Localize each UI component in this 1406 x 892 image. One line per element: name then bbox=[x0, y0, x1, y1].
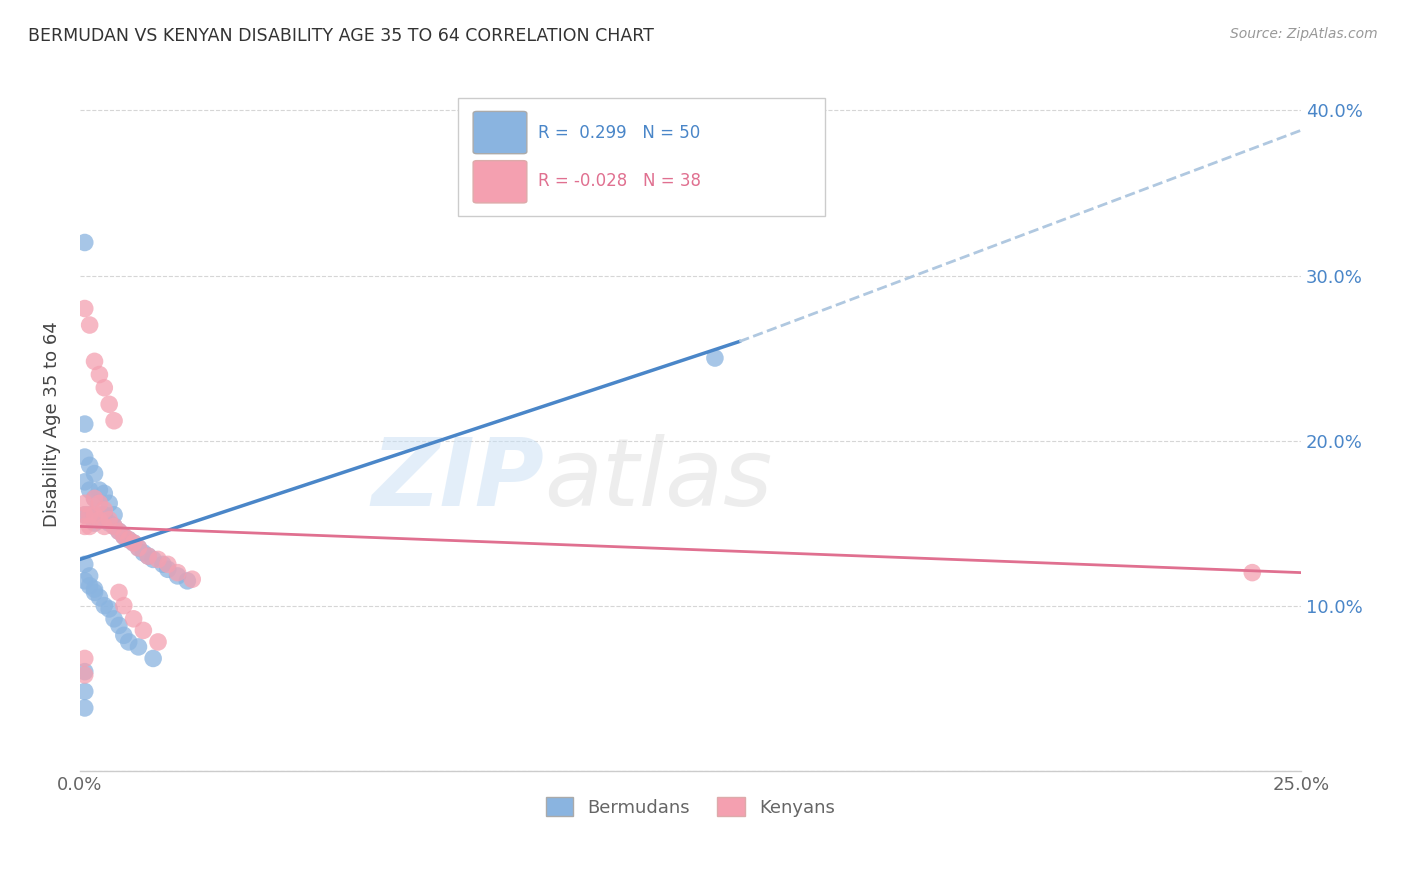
Point bbox=[1241, 566, 1264, 580]
Point bbox=[89, 591, 111, 605]
Point bbox=[93, 381, 115, 395]
Point bbox=[103, 519, 125, 533]
Point bbox=[181, 572, 204, 586]
Point bbox=[73, 519, 96, 533]
Point bbox=[79, 483, 101, 497]
Point bbox=[146, 635, 169, 649]
Point bbox=[122, 612, 145, 626]
Point bbox=[73, 450, 96, 464]
Point bbox=[128, 541, 150, 555]
Text: ZIP: ZIP bbox=[371, 434, 544, 525]
Point bbox=[122, 536, 145, 550]
Point bbox=[136, 549, 159, 563]
Point bbox=[93, 486, 115, 500]
Point bbox=[103, 519, 125, 533]
Point bbox=[166, 569, 188, 583]
Point bbox=[98, 496, 121, 510]
Point bbox=[73, 508, 96, 522]
Point bbox=[128, 640, 150, 654]
Point bbox=[73, 684, 96, 698]
Point bbox=[132, 546, 155, 560]
Point bbox=[79, 318, 101, 332]
Point bbox=[73, 496, 96, 510]
Point bbox=[79, 569, 101, 583]
Point bbox=[156, 562, 179, 576]
Text: BERMUDAN VS KENYAN DISABILITY AGE 35 TO 64 CORRELATION CHART: BERMUDAN VS KENYAN DISABILITY AGE 35 TO … bbox=[28, 27, 654, 45]
Point bbox=[103, 508, 125, 522]
Point bbox=[83, 516, 105, 530]
Point bbox=[73, 665, 96, 679]
Point bbox=[89, 368, 111, 382]
Point bbox=[73, 701, 96, 715]
FancyBboxPatch shape bbox=[458, 98, 825, 216]
Point bbox=[118, 533, 141, 547]
Point bbox=[79, 519, 101, 533]
Point bbox=[152, 558, 174, 572]
Point bbox=[83, 585, 105, 599]
Point bbox=[93, 503, 115, 517]
Point bbox=[89, 508, 111, 522]
Point bbox=[703, 351, 725, 365]
Point bbox=[73, 558, 96, 572]
Point bbox=[98, 513, 121, 527]
Point bbox=[103, 612, 125, 626]
Point bbox=[108, 585, 131, 599]
Point bbox=[142, 552, 165, 566]
Point bbox=[73, 417, 96, 431]
Point bbox=[79, 508, 101, 522]
Point bbox=[156, 558, 179, 572]
Point bbox=[98, 602, 121, 616]
Point bbox=[136, 549, 159, 563]
Text: Source: ZipAtlas.com: Source: ZipAtlas.com bbox=[1230, 27, 1378, 41]
Point bbox=[89, 496, 111, 510]
Point bbox=[79, 508, 101, 522]
Point bbox=[118, 635, 141, 649]
Text: R = -0.028   N = 38: R = -0.028 N = 38 bbox=[538, 172, 700, 190]
Text: R =  0.299   N = 50: R = 0.299 N = 50 bbox=[538, 124, 700, 142]
Point bbox=[112, 529, 135, 543]
Point bbox=[73, 668, 96, 682]
Point bbox=[108, 524, 131, 539]
Text: atlas: atlas bbox=[544, 434, 772, 525]
Point bbox=[73, 301, 96, 316]
Point bbox=[79, 579, 101, 593]
Point bbox=[93, 519, 115, 533]
Point bbox=[83, 467, 105, 481]
Point bbox=[103, 414, 125, 428]
Point bbox=[73, 508, 96, 522]
Point bbox=[89, 483, 111, 497]
Point bbox=[83, 491, 105, 506]
Point bbox=[98, 397, 121, 411]
Point bbox=[93, 599, 115, 613]
Point bbox=[112, 599, 135, 613]
Point bbox=[108, 524, 131, 539]
Y-axis label: Disability Age 35 to 64: Disability Age 35 to 64 bbox=[44, 321, 60, 527]
Point bbox=[79, 458, 101, 473]
Point bbox=[142, 651, 165, 665]
Point bbox=[73, 574, 96, 588]
Point bbox=[108, 618, 131, 632]
Legend: Bermudans, Kenyans: Bermudans, Kenyans bbox=[538, 790, 842, 824]
FancyBboxPatch shape bbox=[474, 161, 527, 202]
Point bbox=[83, 508, 105, 522]
Point bbox=[93, 508, 115, 522]
Point bbox=[122, 536, 145, 550]
Point bbox=[73, 235, 96, 250]
Point bbox=[83, 491, 105, 506]
Point bbox=[83, 582, 105, 596]
Point bbox=[146, 552, 169, 566]
Point bbox=[112, 529, 135, 543]
Point bbox=[128, 541, 150, 555]
Point bbox=[98, 516, 121, 530]
Point bbox=[73, 651, 96, 665]
Point bbox=[118, 533, 141, 547]
Point bbox=[112, 628, 135, 642]
Point bbox=[176, 574, 198, 588]
FancyBboxPatch shape bbox=[474, 112, 527, 153]
Point bbox=[89, 513, 111, 527]
Point bbox=[73, 475, 96, 489]
Point bbox=[83, 354, 105, 368]
Point bbox=[166, 566, 188, 580]
Point bbox=[132, 624, 155, 638]
